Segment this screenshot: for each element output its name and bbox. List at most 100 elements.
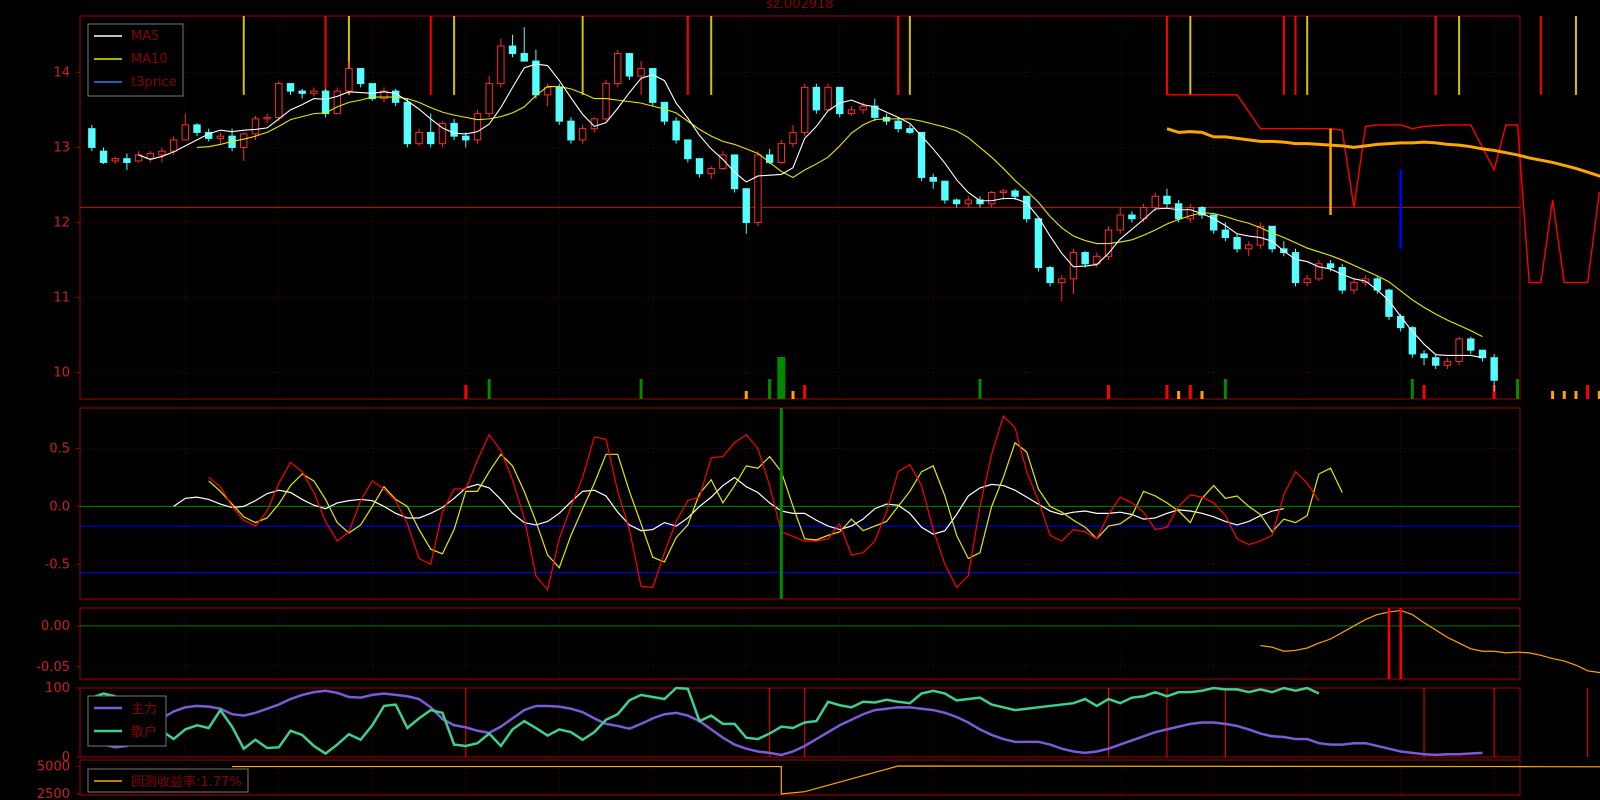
legend-label-equity: 回测收益率:1.77% — [131, 774, 242, 790]
candle-up — [158, 150, 166, 156]
y-tick-label: 12 — [53, 216, 70, 231]
panel-frame — [79, 607, 1521, 680]
candle-down — [1291, 252, 1300, 284]
candle-up — [987, 191, 996, 205]
candle-down — [906, 128, 914, 133]
candle-up — [754, 154, 762, 224]
volume-marker-green — [768, 379, 772, 399]
volume-marker-red — [803, 385, 807, 399]
legend-label-zhuli: 主力 — [131, 702, 157, 717]
candle-down — [929, 176, 937, 182]
candle-down — [356, 68, 365, 85]
candle-up — [1443, 360, 1452, 366]
volume-marker-orange — [1562, 391, 1566, 399]
candle-down — [976, 199, 984, 205]
candle-down — [1011, 190, 1019, 197]
candle-up — [1245, 244, 1253, 250]
candle-down — [1221, 229, 1230, 239]
y-tick-label: 0.00 — [41, 619, 70, 634]
candle-down — [450, 122, 458, 137]
y-tick-label: 0 — [62, 750, 70, 765]
candle-up — [1455, 338, 1463, 362]
candle-down — [1081, 252, 1089, 265]
y-tick-label: 14 — [53, 65, 70, 80]
candle-up — [1350, 282, 1358, 291]
candle-down — [1174, 203, 1183, 220]
candle-up — [614, 53, 622, 85]
candle-down — [1338, 267, 1346, 291]
candle-up — [1256, 225, 1265, 246]
candle-down — [649, 68, 657, 103]
candle-up — [181, 124, 190, 141]
legend-label-ma5: MA5 — [131, 29, 159, 44]
price-panel: 10 11 12 13 14 — [53, 15, 1600, 400]
candle-down — [88, 128, 96, 148]
candle-down — [123, 158, 131, 163]
candle-up — [1303, 278, 1311, 284]
candle-down — [812, 86, 821, 111]
candle-down — [1420, 353, 1428, 359]
candle-down — [462, 135, 470, 141]
candle-up — [240, 133, 248, 148]
candle-down — [368, 83, 377, 100]
candle-down — [1396, 315, 1405, 329]
volume-marker-red — [464, 385, 468, 399]
candle-down — [1432, 357, 1440, 366]
candle-up — [602, 83, 610, 120]
panel-frame — [79, 407, 1521, 600]
candle-up — [473, 113, 482, 141]
candle-down — [1023, 195, 1031, 220]
candle-up — [1069, 252, 1078, 280]
candle-down — [742, 188, 750, 224]
candle-down — [1046, 267, 1054, 284]
candle-down — [1385, 289, 1393, 317]
candle-up — [1186, 207, 1195, 220]
candle-down — [1198, 207, 1206, 216]
candle-up — [1058, 278, 1066, 284]
candle-up — [310, 90, 318, 94]
volume-marker-green — [1410, 379, 1414, 399]
volume-marker-green — [978, 379, 982, 399]
candle-down — [1326, 263, 1335, 269]
candle-up — [263, 116, 271, 120]
candle-up — [216, 135, 225, 139]
candle-up — [169, 139, 178, 152]
backtest-legend: 回测收益率:1.77% — [87, 768, 249, 793]
candle-up — [999, 190, 1008, 193]
candle-up — [146, 152, 154, 160]
flow-legend: 主力 散户 — [87, 695, 167, 747]
oscillator-yellow-line — [208, 441, 1343, 569]
y-tick-label: 13 — [53, 140, 70, 155]
candle-down — [695, 158, 704, 175]
big-volume-bar — [777, 357, 786, 399]
candle-down — [193, 124, 201, 133]
candle-down — [952, 199, 961, 205]
candle-up — [251, 118, 260, 135]
candle-down — [1478, 349, 1487, 359]
price-legend: MA5 MA10 t3price — [87, 23, 184, 97]
candle-down — [1128, 214, 1136, 220]
candle-down — [321, 90, 330, 115]
y-tick-label: 100 — [45, 681, 70, 696]
candle-up — [345, 68, 353, 92]
candle-down — [836, 86, 844, 115]
candle-up — [1116, 214, 1124, 231]
candle-down — [427, 131, 435, 145]
y-tick-label: 10 — [53, 366, 70, 381]
candle-up — [275, 83, 283, 118]
candle-up — [485, 83, 493, 115]
ma5-line — [138, 63, 1483, 359]
candle-up — [707, 167, 715, 175]
candle-down — [672, 120, 680, 141]
volume-marker-red — [1586, 385, 1590, 399]
candle-up — [964, 199, 972, 205]
candle-up — [777, 143, 786, 163]
candle-down — [1490, 357, 1498, 381]
candle-up — [1151, 195, 1159, 208]
candle-down — [941, 180, 949, 201]
volume-marker-orange — [744, 391, 748, 399]
volume-marker-red — [1492, 385, 1496, 399]
candle-down — [1209, 214, 1218, 231]
candle-down — [99, 150, 108, 163]
equity-line — [232, 765, 1600, 795]
